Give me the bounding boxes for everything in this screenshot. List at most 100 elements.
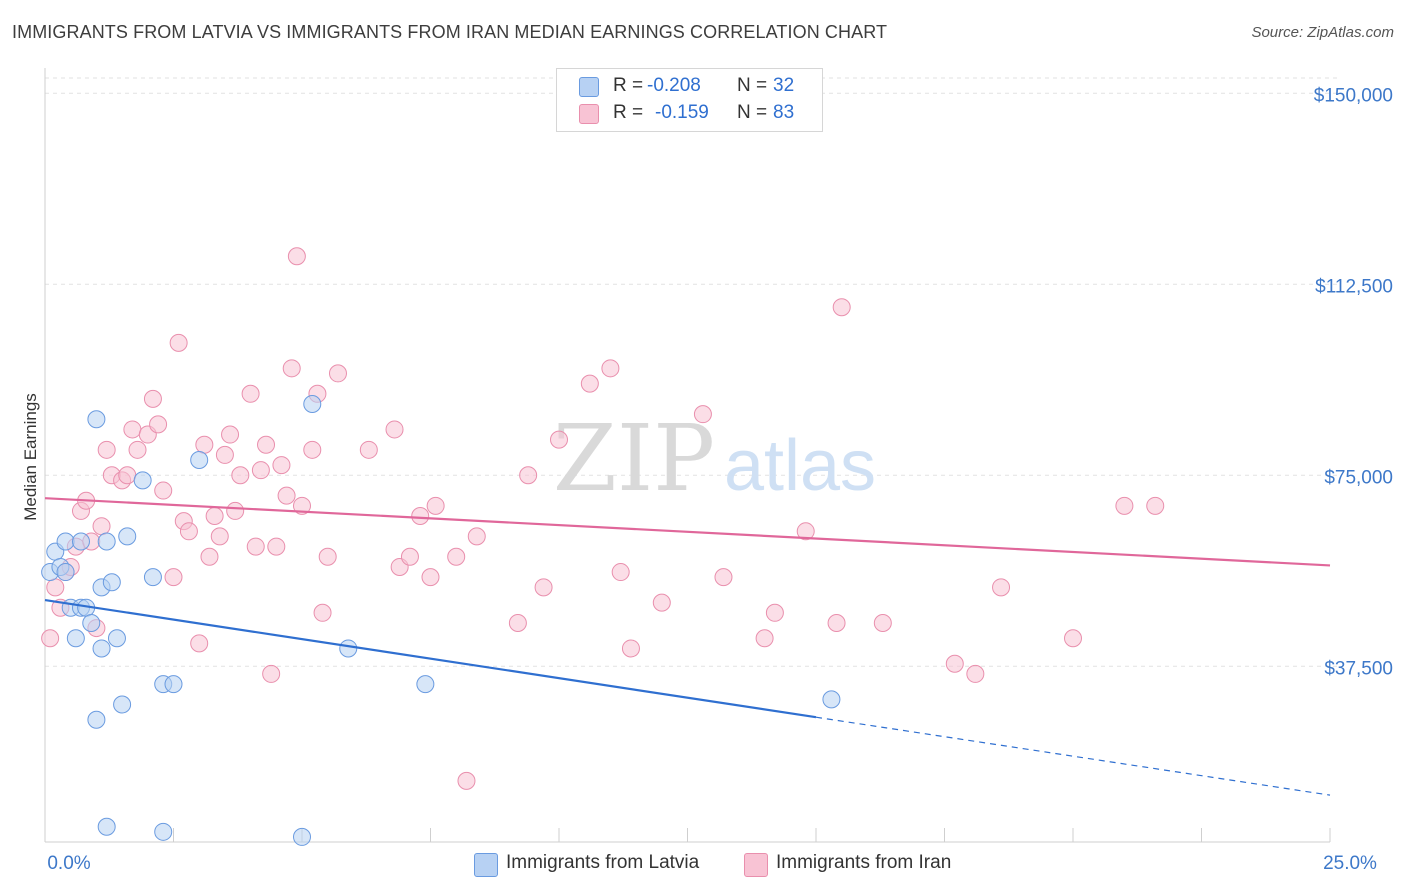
trend-lines [44,497,1331,796]
iran-r-value: -0.159 [655,102,709,123]
iran-point [41,629,60,648]
latvia-n-label: N = [737,75,768,96]
iran-point [200,547,219,566]
iran-point [827,613,846,632]
iran-point [621,639,640,658]
latvia-point [293,827,311,846]
iran-point [293,496,311,515]
iran-point [1115,496,1134,515]
iran-point [318,547,337,566]
iran-point [282,359,301,378]
iran-point [210,527,229,546]
y-tick-label: $112,500 [1315,276,1393,297]
iran-point [601,359,620,378]
iran-point [1064,629,1082,648]
iran-point [457,771,476,790]
iran-point [179,522,198,541]
iran-point [149,415,168,434]
watermark-atlas: atlas [724,426,876,506]
iran-trend-line [44,497,1331,567]
iran-point [97,440,116,459]
latvia-point [92,639,111,658]
latvia-point [87,410,106,429]
bottom-latvia-swatch [474,853,498,877]
iran-point [426,496,445,515]
bottom-legend-iran: Immigrants from Iran [744,852,984,878]
iran-point [190,634,209,653]
iran-point [611,563,630,582]
iran-n-value: 83 [773,102,795,123]
stats-legend: R = -0.208 N = 32 R = -0.159 N = 83 [556,68,823,132]
iran-point [966,664,985,683]
iran-point [215,445,234,464]
iran-point [164,568,183,587]
latvia-point [113,695,132,714]
iran-point [328,364,347,383]
iran-point [313,603,332,622]
latvia-point [190,451,209,469]
iran-point [873,613,892,632]
iran-point [534,578,553,597]
iran-point [231,466,250,485]
iran-point [46,578,65,597]
iran-point [519,466,538,485]
watermark-zip: ZIP [553,405,715,512]
iran-point [221,425,240,444]
iran-point [508,613,527,632]
axes [44,68,1331,843]
iran-points [41,247,1165,790]
latvia-point [143,568,162,587]
bottom-iran-label: Immigrants from Iran [776,852,952,873]
latvia-point [66,629,85,648]
iran-point [447,547,466,566]
iran-r-label: R = [613,102,644,123]
latvia-n-value: 32 [773,75,795,96]
iran-point [277,486,296,505]
latvia-point [71,532,90,551]
iran-point [765,603,784,622]
latvia-point [87,710,106,729]
iran-point [411,507,430,526]
latvia-point [133,471,152,490]
latvia-point [303,394,322,413]
iran-point [128,440,147,459]
iran-point [123,420,142,439]
bottom-latvia-label: Immigrants from Latvia [506,852,700,873]
iran-point [143,389,162,408]
bottom-legend-latvia: Immigrants from Latvia [474,852,734,878]
latvia-point [107,629,126,648]
latvia-point [56,563,75,582]
chart-title: IMMIGRANTS FROM LATVIA VS IMMIGRANTS FRO… [12,22,888,42]
iran-point [118,466,137,485]
iran-point [226,501,245,520]
x-tick-label: 25.0% [1323,853,1377,874]
latvia-point [56,532,75,551]
iran-point [195,435,214,454]
iran-point [246,537,265,556]
watermark: ZIP atlas [553,405,876,512]
x-tick-label: 0.0% [47,853,90,874]
iran-point [945,654,964,673]
legend-row-latvia: R = -0.208 N = 32 [579,75,819,99]
iran-point [796,522,815,541]
iran-point [241,384,260,403]
latvia-point [97,817,116,836]
iran-point [154,481,173,500]
iran-point [169,333,188,352]
iran-point [550,430,568,449]
gridlines [45,77,1338,667]
iran-point [267,537,286,556]
tick-labels: $37,500 $75,000 $112,500 $150,000 0.0% 25.0% [47,85,1393,874]
latvia-point [102,573,121,592]
iran-point [652,593,671,612]
iran-point [693,405,712,424]
latvia-point [822,690,841,709]
latvia-trend-extension [815,716,1331,796]
latvia-point [82,613,101,632]
latvia-r-value: -0.208 [647,75,701,96]
y-tick-label: $75,000 [1324,467,1393,488]
iran-point [262,664,281,683]
iran-point [287,247,306,266]
iran-point [303,440,322,459]
